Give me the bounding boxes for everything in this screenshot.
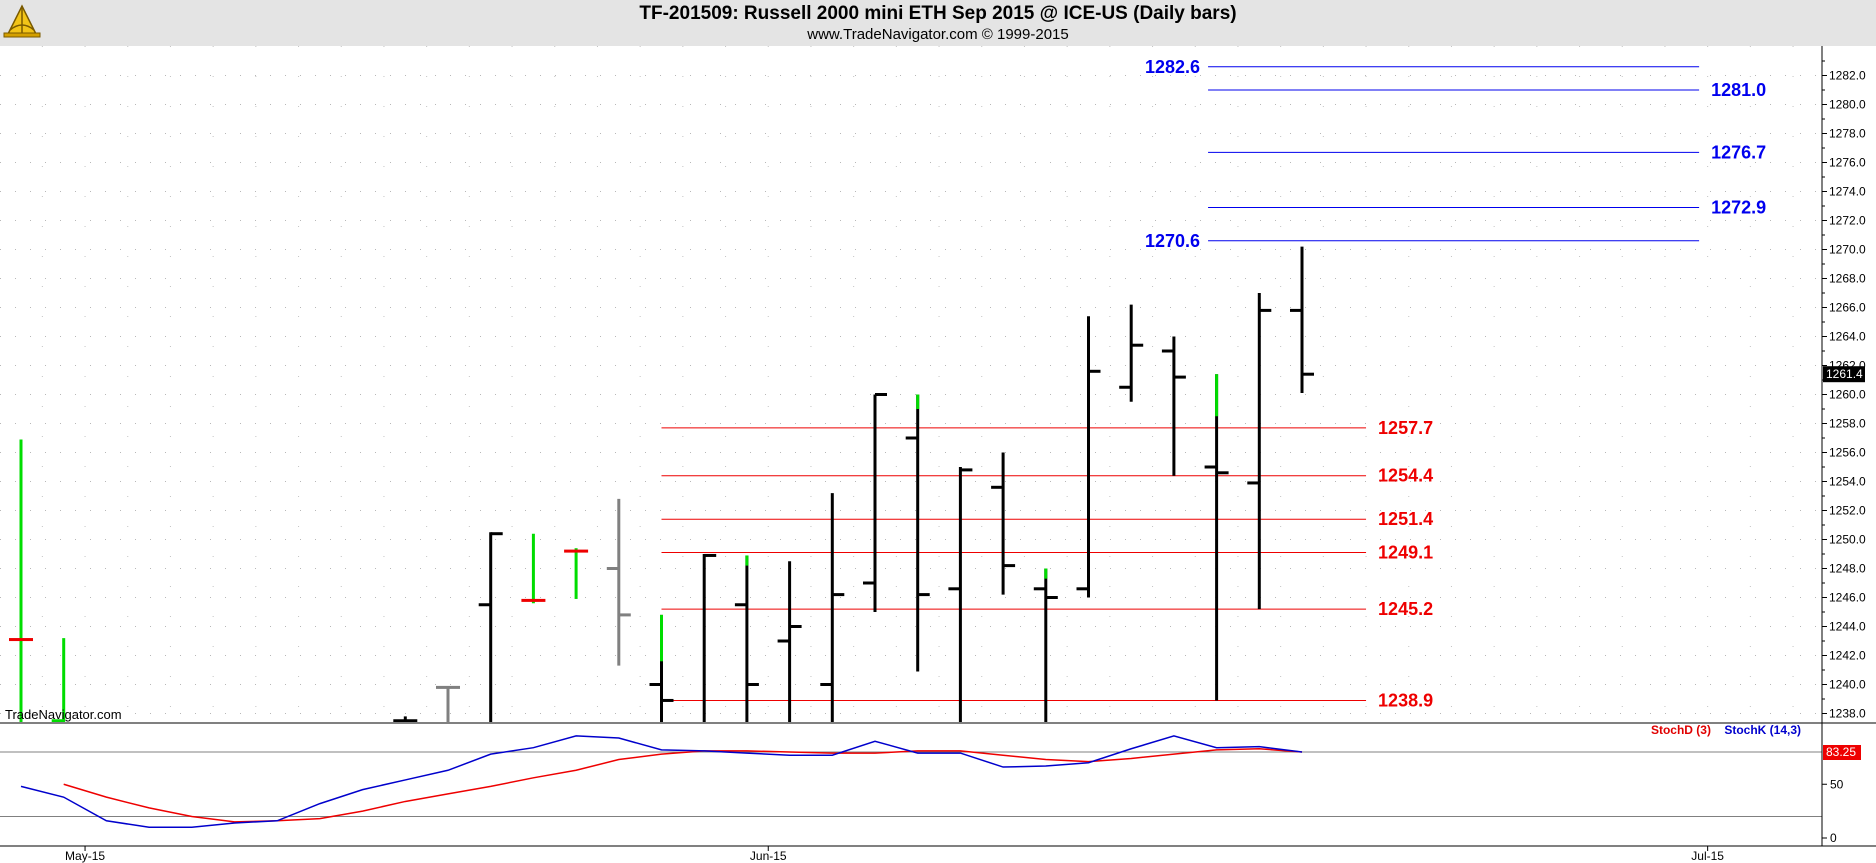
y-tick-label: 1266.0 <box>1829 301 1866 315</box>
y-tick-label: 1274.0 <box>1829 185 1866 199</box>
title-bar <box>0 0 1876 46</box>
y-tick-label: 1252.0 <box>1829 504 1866 518</box>
y-tick-label: 1264.0 <box>1829 330 1866 344</box>
resistance-level-label: 1281.0 <box>1711 80 1766 100</box>
ohlc-bar <box>777 561 802 722</box>
y-tick-label: 1248.0 <box>1829 562 1866 576</box>
resistance-level-label: 1282.6 <box>1145 57 1200 77</box>
ohlc-bar <box>1290 246 1314 394</box>
indicator-legend: StochD (3) StochK (14,3) <box>1651 723 1801 737</box>
y-tick-label: 1238.0 <box>1829 707 1866 721</box>
x-tick-label: Jun-15 <box>750 849 787 863</box>
stochastic-lines <box>20 735 1303 828</box>
resistance-level-label: 1276.7 <box>1711 142 1766 162</box>
y-tick-label: 1270.0 <box>1829 243 1866 257</box>
stochk-line <box>20 735 1303 828</box>
ohlc-bar <box>948 467 973 722</box>
last-price-label: 1261.4 <box>1826 367 1863 381</box>
y-tick-label: 1258.0 <box>1829 417 1866 431</box>
y-tick-label: 1260.0 <box>1829 388 1866 402</box>
y-tick-label: 1244.0 <box>1829 620 1866 634</box>
price-levels: 1282.6 1281.0 1276.7 1272.9 1270.6 1257.7 1254… <box>661 57 1766 710</box>
stochd-line <box>63 748 1303 823</box>
y-tick-label: 1242.0 <box>1829 649 1866 663</box>
copyright-text: www.TradeNavigator.com © 1999-2015 <box>807 26 1069 43</box>
resistance-level-label: 1270.6 <box>1145 231 1200 251</box>
chart-title: TF-201509: Russell 2000 mini ETH Sep 201… <box>639 3 1237 24</box>
ohlc-bar <box>478 532 503 722</box>
ohlc-bar <box>606 498 631 666</box>
ohlc-bar <box>51 638 66 722</box>
y-tick-label: 1272.0 <box>1829 214 1866 228</box>
price-grid <box>0 46 1822 722</box>
last-price-badge <box>1823 366 1865 383</box>
ohlc-bar <box>863 393 887 612</box>
ohlc-bar <box>436 685 460 722</box>
y-tick-label: 1282.0 <box>1829 69 1866 83</box>
support-level-label: 1249.1 <box>1378 543 1433 563</box>
y-tick-label: 1256.0 <box>1829 446 1866 460</box>
stochk-legend-label: StochK (14,3) <box>1724 723 1801 737</box>
ohlc-bar <box>393 716 418 722</box>
y-tick-label: 1268.0 <box>1829 272 1866 286</box>
support-level-label: 1254.4 <box>1378 466 1433 486</box>
ohlc-bar <box>649 614 674 722</box>
y-tick-label: 1250.0 <box>1829 533 1866 547</box>
x-tick-label: May-15 <box>65 849 105 863</box>
ohlc-bar <box>1033 568 1058 722</box>
ohlc-bar <box>702 553 717 722</box>
y-tick-label: 1280.0 <box>1829 98 1866 112</box>
y-tick-label: 1246.0 <box>1829 591 1866 605</box>
resistance-level-label: 1272.9 <box>1711 197 1766 217</box>
ohlc-bar <box>820 493 845 722</box>
sextant-logo-icon <box>3 4 41 38</box>
indicator-grid <box>0 751 1822 817</box>
y-tick-label: 1278.0 <box>1829 127 1866 141</box>
ohlc-bar <box>905 394 930 672</box>
y-tick-label: 1276.0 <box>1829 156 1866 170</box>
support-level-label: 1257.7 <box>1378 418 1433 438</box>
ohlc-bar <box>1247 293 1272 610</box>
ohlc-bar <box>521 533 546 604</box>
ohlc-bar <box>564 548 589 599</box>
stochd-legend-label: StochD (3) <box>1650 723 1711 737</box>
y-tick-label: 1240.0 <box>1829 678 1866 692</box>
ind-y-tick-label: 50 <box>1830 777 1844 791</box>
support-level-label: 1251.4 <box>1378 509 1433 529</box>
last-value-badge <box>1823 745 1861 760</box>
price-bars <box>9 246 1314 722</box>
ohlc-bar <box>1161 336 1186 476</box>
x-tick-label: Jul-15 <box>1691 849 1724 863</box>
ohlc-bar <box>9 439 33 722</box>
support-level-label: 1238.9 <box>1378 690 1433 710</box>
ohlc-bar <box>734 555 759 722</box>
ohlc-bar <box>991 452 1016 595</box>
axes: 1238.0 1240.0 1242.0 1244.0 1246.0 1248.0 1250… <box>0 46 1876 863</box>
ohlc-bar <box>1119 304 1144 402</box>
last-value-label: 83.25 <box>1826 745 1856 759</box>
ohlc-bar <box>1076 316 1101 598</box>
ind-y-tick-label: 0 <box>1830 831 1837 845</box>
y-tick-label: 1254.0 <box>1829 475 1866 489</box>
watermark-text: TradeNavigator.com <box>5 707 122 722</box>
ohlc-bar <box>1204 374 1229 701</box>
support-level-label: 1245.2 <box>1378 599 1433 619</box>
